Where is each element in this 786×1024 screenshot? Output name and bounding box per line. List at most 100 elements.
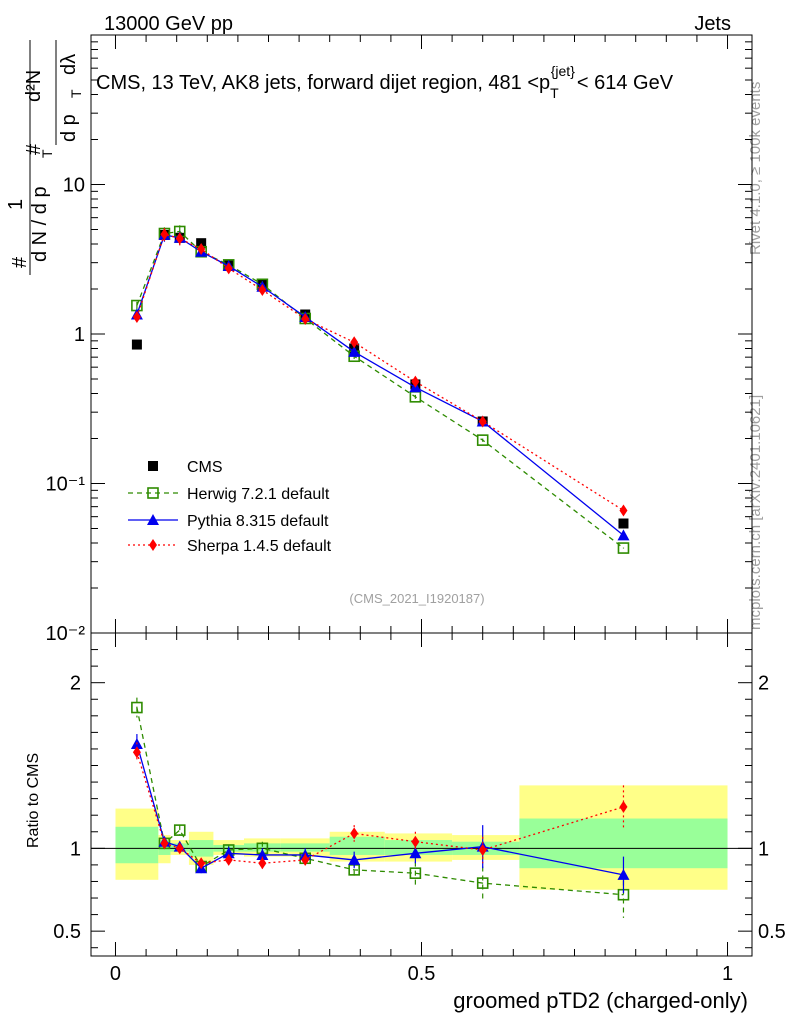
point-cms <box>131 339 142 350</box>
point-sherpa <box>478 415 487 428</box>
ylabel-hash-2: # <box>23 143 45 155</box>
legend-label-cms: CMS <box>187 459 223 476</box>
legend-marker-cms <box>148 461 158 471</box>
point-sherpa <box>258 283 267 296</box>
point-herwig <box>617 542 630 554</box>
ratio-point-herwig <box>131 701 143 714</box>
ratio-point-sherpa <box>197 857 206 870</box>
main-y-tick-label: 10⁻¹ <box>46 474 86 496</box>
main-y-tick-label: 10 <box>63 175 85 197</box>
x-tick-label: 1 <box>722 963 733 985</box>
ratio-point-sherpa <box>350 827 359 840</box>
ylabel-denominator: d N / d p <box>29 186 51 262</box>
ylabel-inner-sub: T <box>68 89 84 98</box>
ratio-y-tick-label: 0.5 <box>53 921 81 943</box>
legend-label-herwig: Herwig 7.2.1 default <box>187 486 330 503</box>
ratio-point-sherpa <box>478 843 487 856</box>
legend-marker-pythia <box>147 514 159 525</box>
ratio-point-sherpa <box>224 853 233 866</box>
ylabel-hash-1: # <box>9 256 31 268</box>
point-sherpa <box>619 504 628 517</box>
title-sub: T <box>550 85 559 101</box>
point-sherpa <box>160 228 169 241</box>
ratio-y-axis-label: Ratio to CMS <box>25 753 42 848</box>
uncertainty-band-inner <box>244 843 281 852</box>
ratio-series-herwig <box>131 697 630 918</box>
ratio-point-sherpa <box>132 746 141 759</box>
legend-markers <box>128 461 178 551</box>
title-post: < 614 GeV <box>577 72 674 94</box>
ratio-line-herwig <box>136 707 624 896</box>
ratio-panel: 0.5 0.5 1 1 2 2 0 0.5 1 <box>53 632 786 985</box>
ratio-y-tick-label-right: 1 <box>758 838 769 860</box>
ratio-ticks: 0.5 0.5 1 1 2 2 0 0.5 1 <box>53 633 786 985</box>
point-sherpa <box>411 375 420 388</box>
point-pythia <box>617 529 630 541</box>
ratio-point-sherpa <box>160 837 169 850</box>
point-sherpa <box>197 243 206 256</box>
ratio-point-pythia <box>348 853 361 865</box>
series-sherpa <box>132 228 628 517</box>
ratio-y-tick-label-right: 0.5 <box>758 921 786 943</box>
ratio-point-pythia <box>617 868 630 880</box>
title-pre: CMS, 13 TeV, AK8 jets, forward dijet reg… <box>96 72 550 94</box>
x-axis-label: groomed pTD2 (charged-only) <box>453 988 748 1013</box>
ratio-bands <box>115 785 728 890</box>
ylabel-one: 1 <box>5 199 27 210</box>
series-herwig <box>131 225 630 554</box>
mcplots-label: mcplots.cern.ch [arXiv:2401.10621] <box>747 395 764 630</box>
ratio-point-sherpa <box>619 800 628 813</box>
point-herwig <box>409 391 422 403</box>
ratio-y-tick-label-right: 2 <box>758 673 769 695</box>
x-tick-label: 0 <box>110 963 121 985</box>
ylabel-denominator-sub: T <box>39 149 55 158</box>
ratio-point-sherpa <box>411 835 420 848</box>
ylabel-lambda: dλ <box>58 54 80 75</box>
legend-label-sherpa: Sherpa 1.4.5 default <box>187 538 332 555</box>
point-sherpa <box>224 262 233 275</box>
main-series <box>130 225 630 554</box>
main-panel: 1 10 10⁻¹ 10⁻² CMS, 13 TeV, AK8 jets, forwa… <box>46 34 753 645</box>
ratio-point-herwig <box>476 877 489 889</box>
main-title: CMS, 13 TeV, AK8 jets, forward dijet reg… <box>96 63 674 101</box>
point-sherpa <box>132 310 141 323</box>
ratio-series <box>130 697 630 918</box>
main-ticks: 1 10 10⁻¹ 10⁻² <box>46 35 752 645</box>
title-sup: {jet} <box>551 63 575 79</box>
point-sherpa <box>301 312 310 325</box>
point-sherpa <box>350 336 359 349</box>
uncertainty-band-inner <box>280 843 330 852</box>
title-text: CMS, 13 TeV, AK8 jets, forward dijet reg… <box>96 63 674 101</box>
header-right: Jets <box>694 13 731 35</box>
ratio-line-sherpa <box>136 752 624 864</box>
main-y-tick-label: 1 <box>74 324 85 346</box>
ratio-point-sherpa <box>301 853 310 866</box>
point-sherpa <box>175 232 184 245</box>
header-left: 13000 GeV pp <box>104 13 233 35</box>
ratio-point-sherpa <box>175 842 184 855</box>
ratio-point-herwig <box>173 824 186 836</box>
ylabel-inner-denominator: d p <box>58 114 80 142</box>
legend-marker-herwig <box>147 487 159 499</box>
ylabel-numerator: d²N <box>23 70 45 102</box>
main-y-tick-label: 10⁻² <box>46 623 86 645</box>
ratio-point-pythia <box>256 848 269 860</box>
rivet-version-label: Rivet 4.1.0, ≥ 100k events <box>747 82 764 255</box>
ratio-y-tick-label: 2 <box>70 673 81 695</box>
point-cms <box>618 518 629 529</box>
legend-marker-sherpa <box>149 539 157 551</box>
point-herwig <box>476 434 489 446</box>
main-y-axis-label: # 1 d N / d p T # d²N d p T dλ <box>5 40 84 275</box>
point-pythia <box>348 345 361 357</box>
ratio-series-sherpa <box>132 742 628 870</box>
analysis-watermark: (CMS_2021_I1920187) <box>349 591 484 606</box>
ratio-point-herwig <box>409 867 422 879</box>
series-cms <box>131 229 629 529</box>
ratio-point-pythia <box>222 847 235 859</box>
ratio-series-pythia <box>130 734 630 894</box>
ratio-point-sherpa <box>258 857 267 870</box>
ratio-y-tick-label: 1 <box>70 838 81 860</box>
legend-label-pythia: Pythia 8.315 default <box>187 513 329 530</box>
x-tick-label: 0.5 <box>408 963 436 985</box>
